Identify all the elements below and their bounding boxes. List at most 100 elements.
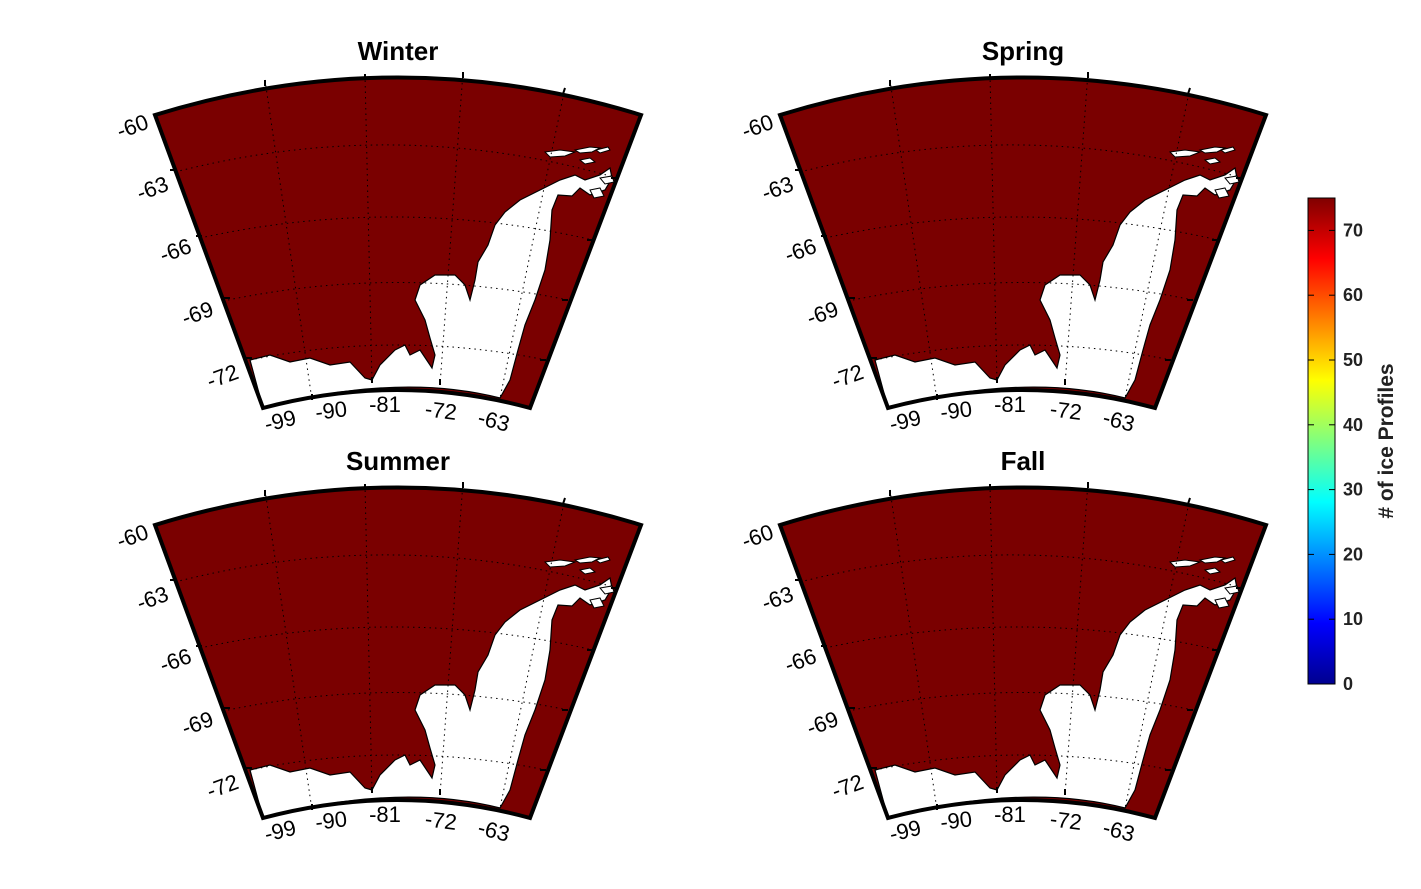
grid-line: [824, 626, 1219, 651]
colorbar: 0 10 20 30 40 50 60 70 # of ice Profiles: [1307, 197, 1398, 694]
lon-tick-label: -81: [369, 802, 401, 827]
frame-tick: [562, 497, 566, 505]
grid-line: [264, 79, 313, 401]
land-island: [1219, 146, 1236, 154]
land-island: [1168, 559, 1202, 568]
land-antarctic-peninsula: [249, 166, 613, 409]
land-island: [1168, 149, 1202, 158]
grid-line: [174, 144, 618, 179]
colorbar-tick-label: 30: [1343, 480, 1363, 500]
grid-line: [889, 79, 938, 401]
map-frame: [777, 75, 1269, 411]
lon-tick-label: -63: [1100, 815, 1137, 847]
lat-tick-label: -66: [781, 643, 819, 677]
lon-tick-label: -63: [1100, 405, 1137, 437]
lon-tick-label: -99: [887, 405, 924, 437]
frame-ticks: [170, 72, 617, 400]
grid-line: [852, 692, 1194, 711]
lat-tick-label: -60: [113, 519, 151, 553]
lat-tick-label: -69: [178, 706, 216, 740]
grid-line: [799, 554, 1243, 589]
frame-ticks: [795, 72, 1242, 400]
land-island: [589, 187, 605, 199]
land-island: [578, 157, 597, 165]
map-panel-spring: Spring -60 -63 -66 -69 -72 -99 -90 -81 -72 -63: [738, 36, 1269, 437]
land-island: [1219, 556, 1236, 564]
graticule: [799, 481, 1243, 811]
lat-tick-label: -66: [156, 643, 194, 677]
grid-line: [889, 489, 938, 811]
grid-line: [264, 489, 313, 811]
lat-tick-label: -63: [758, 581, 796, 615]
colorbar-gradient: [1307, 197, 1336, 685]
land-island: [589, 597, 605, 609]
lon-tick-label: -99: [887, 815, 924, 847]
lat-tick-label: -63: [133, 581, 171, 615]
land-island: [578, 567, 597, 575]
lat-tick-label: -72: [828, 359, 866, 393]
colorbar-tick-label: 0: [1343, 674, 1353, 694]
lon-tick-label: -72: [424, 806, 459, 835]
frame-tick: [1187, 87, 1191, 95]
lat-tick-label: -60: [738, 519, 776, 553]
lat-tick-label: -60: [738, 109, 776, 143]
lat-tick-label: -66: [781, 233, 819, 267]
map-panel-winter: Winter -60 -63 -66 -69 -72 -99 -90 -81 -72 -63: [113, 36, 644, 437]
land-antarctic-peninsula: [874, 576, 1238, 819]
frame-tick: [562, 87, 566, 95]
grid-line: [227, 282, 569, 301]
lat-tick-label: -63: [758, 171, 796, 205]
map-body: -60 -63 -66 -69 -72 -99 -90 -81 -72 -63: [738, 481, 1269, 847]
land-island: [543, 149, 577, 158]
lon-tick-label: -99: [262, 405, 299, 437]
lon-tick-label: -90: [314, 806, 349, 835]
graticule: [174, 71, 618, 401]
lat-tick-label: -69: [803, 296, 841, 330]
colorbar-tick-label: 70: [1343, 220, 1363, 240]
grid-line: [874, 754, 1172, 771]
lat-tick-label: -60: [113, 109, 151, 143]
lon-tick-label: -72: [424, 396, 459, 425]
colorbar-tick-label: 10: [1343, 609, 1363, 629]
grid-line: [874, 344, 1172, 361]
lat-tick-label: -66: [156, 233, 194, 267]
map-body: -60 -63 -66 -69 -72 -99 -90 -81 -72 -63: [113, 71, 644, 437]
lon-tick-label: -90: [939, 806, 974, 835]
colorbar-tick-label: 60: [1343, 285, 1363, 305]
lat-tick-label: -72: [203, 769, 241, 803]
colorbar-label: # of ice Profiles: [1375, 363, 1398, 518]
lat-tick-label: -69: [803, 706, 841, 740]
grid-line: [852, 282, 1194, 301]
frame-ticks: [170, 482, 617, 810]
map-frame: [152, 75, 644, 411]
graticule: [799, 71, 1243, 401]
land-antarctic-peninsula: [874, 166, 1238, 409]
graticule: [174, 481, 618, 811]
lon-tick-label: -72: [1049, 396, 1084, 425]
land-island: [1203, 567, 1222, 575]
grid-line: [199, 626, 594, 651]
map-body: -60 -63 -66 -69 -72 -99 -90 -81 -72 -63: [738, 71, 1269, 437]
grid-line: [249, 344, 547, 361]
frame-tick: [1187, 497, 1191, 505]
lon-tick-label: -90: [939, 396, 974, 425]
lon-tick-label: -72: [1049, 806, 1084, 835]
lat-tick-label: -72: [203, 359, 241, 393]
lon-tick-label: -99: [262, 815, 299, 847]
lat-tick-label: -63: [133, 171, 171, 205]
colorbar-ticks: 0 10 20 30 40 50 60 70: [1308, 220, 1363, 694]
grid-line: [799, 144, 1243, 179]
land-island: [543, 559, 577, 568]
land-island: [1203, 157, 1222, 165]
lon-tick-label: -81: [369, 392, 401, 417]
panel-title: Summer: [346, 446, 450, 476]
colorbar-tick-label: 40: [1343, 415, 1363, 435]
grid-line: [199, 216, 594, 241]
lon-tick-label: -81: [994, 802, 1026, 827]
panel-title: Spring: [982, 36, 1064, 66]
map-body: -60 -63 -66 -69 -72 -99 -90 -81 -72 -63: [113, 481, 644, 847]
lon-tick-label: -81: [994, 392, 1026, 417]
map-frame: [777, 485, 1269, 821]
land-island: [1214, 597, 1230, 609]
